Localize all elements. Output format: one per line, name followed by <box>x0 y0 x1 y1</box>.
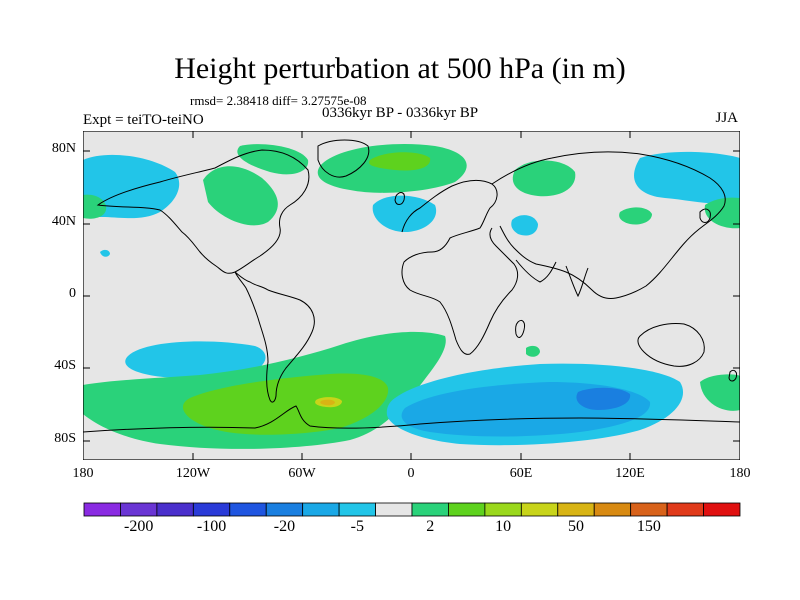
xtick-180e: 180 <box>729 466 751 481</box>
plot-title: Height perturbation at 500 hPa (in m) <box>174 52 626 85</box>
experiment-label: Expt = teiTO-teiNO <box>83 112 204 128</box>
contour-neurope-core <box>368 152 431 171</box>
contour-siberia <box>512 160 576 197</box>
contour-natlantic <box>372 195 437 233</box>
colorbar-label: -20 <box>273 518 296 535</box>
stats-line: rmsd= 2.38418 diff= 3.27575e-08 <box>190 93 367 108</box>
colorbar-swatch-12 <box>520 502 559 517</box>
colorbar-swatch-1 <box>120 502 158 517</box>
ytick-40n: 40N <box>51 214 76 229</box>
xtick-60e: 60E <box>509 466 533 481</box>
ytick-80s: 80S <box>54 431 76 446</box>
ytick-80n: 80N <box>51 141 76 156</box>
coastlines <box>83 139 740 433</box>
colorbar-swatch-9 <box>411 502 449 517</box>
xtick-120e: 120E <box>615 466 645 481</box>
colorbar-swatch-2 <box>156 502 194 517</box>
contour-mongolia-green <box>619 207 652 225</box>
colorbar-label: -100 <box>196 518 227 535</box>
contour-tasman-green <box>700 374 740 411</box>
colorbar-label: 50 <box>568 518 584 535</box>
xtick-180w: 180 <box>72 466 94 481</box>
contour-safrica-green <box>526 345 540 357</box>
colorbar-label: 2 <box>426 518 435 535</box>
contour-sindian-core <box>576 387 631 410</box>
colorbar-swatch-3 <box>192 502 231 517</box>
ytick-40s: 40S <box>54 358 76 373</box>
colorbar-swatch-17 <box>703 502 741 517</box>
colorbar-swatch-4 <box>229 502 267 517</box>
colorbar-label: -200 <box>123 518 154 535</box>
period-label: 0336kyr BP - 0336kyr BP <box>321 105 479 121</box>
colorbar-swatch-11 <box>484 502 522 517</box>
colorbar-swatch-0 <box>83 502 121 517</box>
contour-bering-green <box>83 194 107 219</box>
contour-npacific-west <box>634 151 740 204</box>
contour-namerica-west <box>203 166 278 226</box>
colorbar-swatch-16 <box>666 502 704 517</box>
ytick-0: 0 <box>69 286 76 301</box>
contour-spacific <box>125 341 266 379</box>
contour-npacific-east <box>83 154 180 219</box>
colorbar <box>83 502 741 517</box>
contour-caspian-blue <box>511 215 538 236</box>
xtick-60w: 60W <box>288 466 316 481</box>
colorbar-swatch-14 <box>593 502 632 517</box>
colorbar-swatch-6 <box>302 502 340 517</box>
contour-small-blue <box>100 249 110 257</box>
contour-far-east-green <box>704 197 740 229</box>
xtick-120w: 120W <box>175 466 211 481</box>
colorbar-label: -5 <box>350 518 364 535</box>
colorbar-swatch-7 <box>338 502 376 517</box>
xtick-0: 0 <box>407 466 415 481</box>
colorbar-swatch-15 <box>630 502 668 517</box>
axis-ticks <box>83 131 740 460</box>
season-label: JJA <box>715 110 738 126</box>
colorbar-swatch-13 <box>557 502 595 517</box>
colorbar-label: 150 <box>636 518 661 535</box>
contour-satlantic-inner <box>182 373 389 435</box>
colorbar-swatch-5 <box>265 502 304 517</box>
colorbar-label: 10 <box>495 518 512 535</box>
colorbar-swatch-8 <box>375 502 413 517</box>
contour-satlantic-max-core <box>320 399 335 406</box>
colorbar-swatch-10 <box>448 502 486 517</box>
